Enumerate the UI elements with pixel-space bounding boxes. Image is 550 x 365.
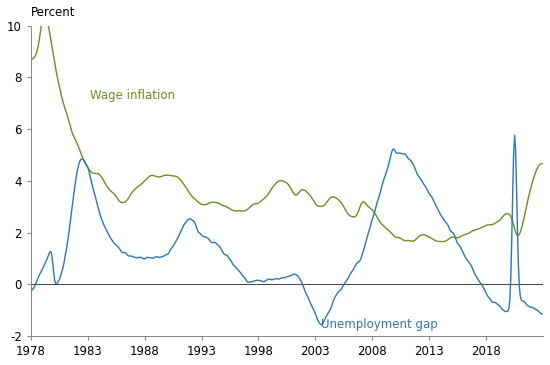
Text: Unemployment gap: Unemployment gap	[321, 318, 438, 331]
Text: Percent: Percent	[31, 6, 75, 19]
Text: Wage inflation: Wage inflation	[90, 89, 175, 102]
